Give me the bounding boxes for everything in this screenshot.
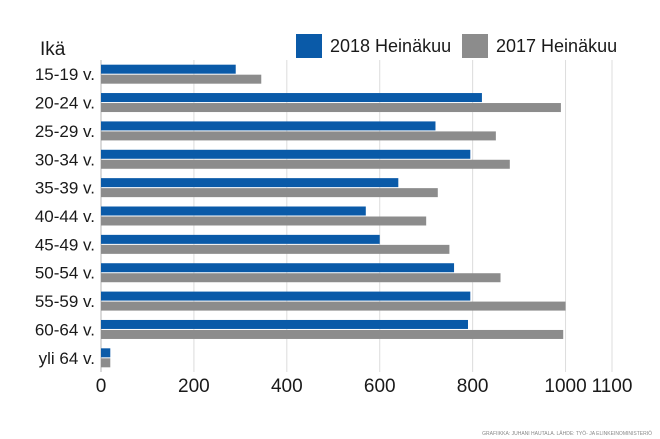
- bar-series1: [101, 291, 471, 301]
- bar-series1: [101, 206, 366, 216]
- x-tick-label: 1000: [544, 376, 586, 397]
- x-tick-label: 1100: [592, 376, 633, 397]
- bar-series1: [101, 348, 111, 358]
- bar-series1: [101, 178, 399, 188]
- bar-series2: [101, 301, 566, 311]
- bar-series2: [101, 103, 561, 113]
- category-labels: 15-19 v. 20-24 v. 25-29 v. 30-34 v. 35-39 v.…: [35, 65, 95, 368]
- bar-series2: [101, 358, 111, 368]
- category-label: 40-44 v.: [35, 207, 95, 226]
- bar-series2: [101, 159, 510, 169]
- bar-series1: [101, 64, 236, 74]
- x-tick-label: 600: [364, 376, 396, 397]
- bars: [101, 64, 566, 368]
- x-tick-labels: 0 200 400 600 800 1000 1100: [96, 376, 633, 397]
- bar-series2: [101, 216, 427, 226]
- category-label: 50-54 v.: [35, 264, 95, 283]
- category-label: 20-24 v.: [35, 94, 95, 113]
- legend-label: 2017 Heinäkuu: [496, 36, 617, 56]
- bar-series2: [101, 244, 450, 254]
- category-label: yli 64 v.: [39, 349, 95, 368]
- bar-series2: [101, 74, 262, 84]
- bar-series2: [101, 273, 501, 283]
- bar-series1: [101, 93, 482, 103]
- x-tick-label: 800: [457, 376, 489, 397]
- bar-series1: [101, 149, 471, 159]
- bar-series2: [101, 188, 438, 198]
- category-label: 25-29 v.: [35, 122, 95, 141]
- y-axis-title: Ikä: [40, 39, 66, 60]
- legend-swatch: [462, 34, 488, 58]
- legend: 2018 Heinäkuu 2017 Heinäkuu: [296, 34, 617, 58]
- category-label: 35-39 v.: [35, 179, 95, 198]
- bar-series2: [101, 131, 496, 141]
- bar-series1: [101, 234, 380, 244]
- source-credit: GRAFIIKKA: JUHANI HAUTALA. LÄHDE: TYÖ- J…: [482, 430, 652, 437]
- category-label: 60-64 v.: [35, 320, 95, 339]
- legend-label: 2018 Heinäkuu: [330, 36, 451, 56]
- category-label: 15-19 v.: [35, 65, 95, 84]
- category-label: 55-59 v.: [35, 292, 95, 311]
- category-label: 30-34 v.: [35, 150, 95, 169]
- x-tick-label: 200: [178, 376, 210, 397]
- bar-series1: [101, 319, 468, 329]
- bar-series1: [101, 263, 455, 273]
- bar-series1: [101, 121, 436, 131]
- category-label: 45-49 v.: [35, 235, 95, 254]
- legend-swatch: [296, 34, 322, 58]
- x-tick-label: 400: [271, 376, 303, 397]
- x-tick-label: 0: [96, 376, 107, 397]
- bar-series2: [101, 329, 564, 339]
